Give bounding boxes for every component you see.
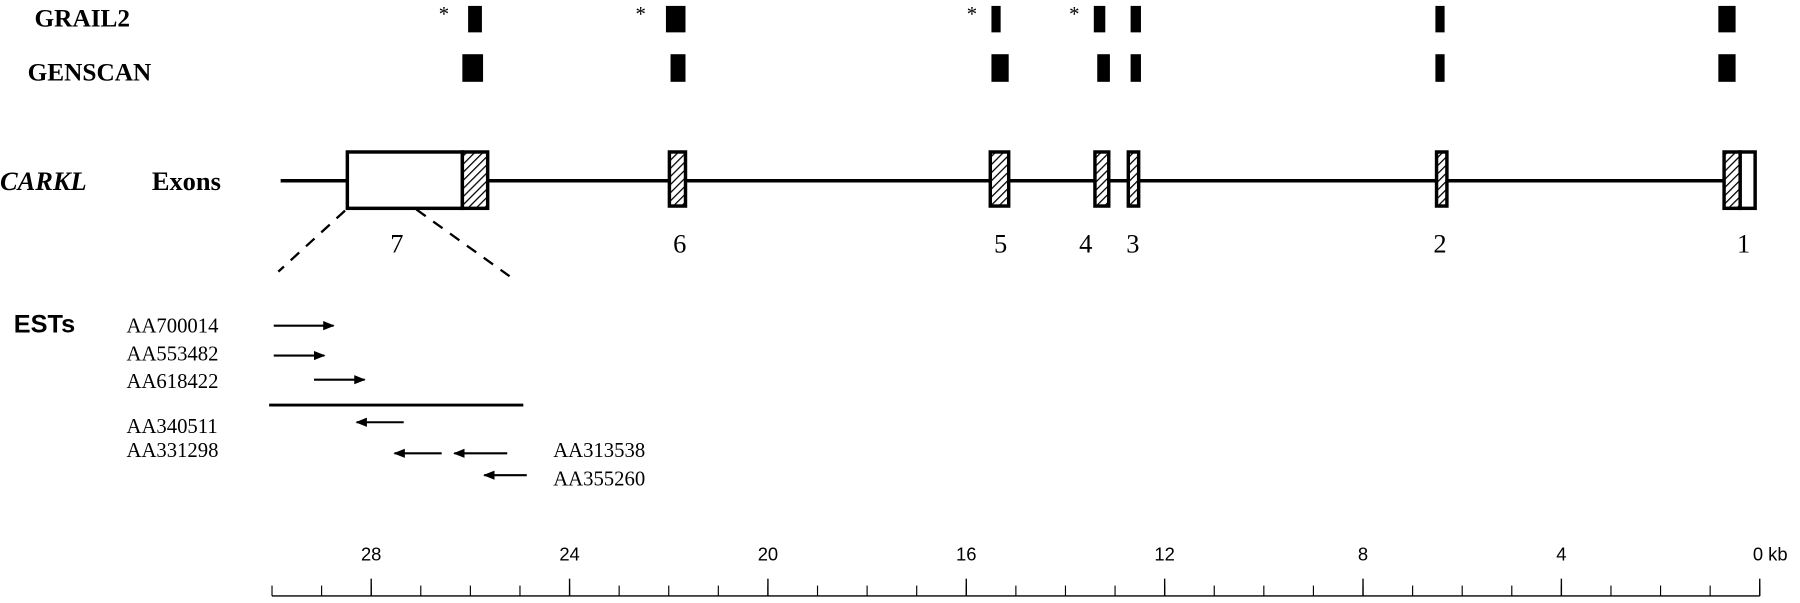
exon-number: 5 [994, 228, 1007, 258]
asterisk: * [439, 4, 449, 26]
track-label: GENSCAN [28, 59, 152, 87]
exon-coding [1434, 150, 1449, 208]
asterisks: * * * * [439, 4, 1080, 26]
ests-title: ESTs [14, 310, 75, 338]
est-name: AA700014 [127, 316, 220, 338]
gene-label: Exons [152, 166, 221, 196]
predicted-exon [1093, 5, 1106, 33]
track-label: GRAIL2 [35, 5, 131, 33]
asterisk: * [967, 4, 977, 26]
predicted-exon [1718, 5, 1736, 33]
predicted-exon [670, 54, 686, 82]
scale-label: 24 [559, 544, 579, 565]
zoom-line [277, 209, 346, 273]
scale-label: 12 [1154, 544, 1174, 565]
predicted-exon [1718, 54, 1736, 82]
zoom-line [415, 208, 511, 278]
scale-label: 28 [361, 544, 381, 565]
scale: 28 24 20 16 12 8 4 0 kb [271, 544, 1788, 597]
genscan-predictions [462, 54, 1736, 82]
predicted-exon [468, 5, 482, 33]
scale-label: 4 [1556, 544, 1566, 565]
asterisk: * [635, 4, 645, 26]
exon-coding [667, 150, 688, 208]
asterisk: * [1069, 4, 1079, 26]
exon-number: 7 [390, 228, 403, 258]
predicted-exon [1130, 5, 1141, 33]
predicted-exon [1435, 54, 1445, 82]
est-name: AA340511 [127, 416, 218, 438]
exon-coding [460, 150, 490, 211]
exon-number: 2 [1433, 228, 1446, 258]
scale-label: 0 kb [1753, 544, 1788, 565]
exons [345, 150, 1757, 211]
est-name: AA618422 [127, 371, 219, 393]
exon-utr [345, 150, 465, 211]
scale-label: 20 [758, 544, 778, 565]
predicted-exon [1097, 54, 1110, 82]
exon-number: 4 [1079, 228, 1092, 258]
exon-coding [1126, 150, 1141, 208]
est-arrows [273, 321, 527, 480]
predicted-exon [665, 5, 686, 33]
est-name: AA313538 [553, 440, 645, 462]
est-name: AA553482 [127, 343, 219, 365]
predicted-exon [991, 5, 1001, 33]
est-name: AA331298 [127, 440, 219, 462]
scale-label: 8 [1358, 544, 1368, 565]
predicted-exon [991, 54, 1009, 82]
exon-number: 1 [1737, 228, 1750, 258]
est-name: AA355260 [553, 469, 645, 491]
exon-coding [988, 150, 1011, 208]
exon-number: 6 [673, 228, 686, 258]
exon-number: 3 [1126, 228, 1139, 258]
exon-utr [1738, 150, 1757, 211]
est-names: AA700014 AA553482 AA618422 AA340511 AA33… [127, 316, 646, 491]
predicted-exon [1435, 5, 1445, 33]
exon-numbers: 7 6 5 4 3 2 1 [390, 228, 1750, 258]
grail2-predictions [468, 5, 1736, 33]
exon-coding [1093, 150, 1111, 208]
gene-name: CARKL [0, 166, 87, 196]
exon-coding [1722, 150, 1742, 211]
predicted-exon [462, 54, 484, 82]
scale-label: 16 [956, 544, 976, 565]
predicted-exon [1130, 54, 1141, 82]
